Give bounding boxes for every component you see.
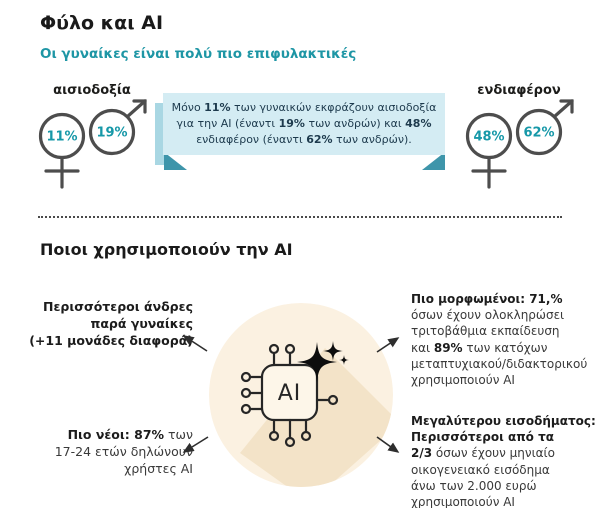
callout-banner: Μόνο 11% των γυναικών εκφράζουν αισιοδοξ… — [155, 93, 445, 173]
optimism-male-value: 19% — [96, 126, 127, 141]
usage-section-title: Ποιοι χρησιμοποιούν την AI — [40, 240, 293, 259]
optimism-gender-symbols: 11% 19% — [38, 99, 147, 189]
optimism-female-value: 11% — [46, 130, 77, 145]
page-title: Φύλο και AI — [40, 12, 164, 34]
stat-block-educated: Πιο μορφωμένοι: 71,% όσων έχουν ολοκληρώσ… — [411, 292, 588, 387]
ai-chip-illustration: AI — [209, 303, 393, 487]
male-symbol-icon — [515, 99, 574, 156]
sparkles-icon — [297, 341, 349, 382]
diagonal-shadow — [240, 348, 393, 487]
callout-text: Μόνο 11% των γυναικών εκφράζουν αισιοδοξ… — [171, 100, 437, 147]
dotted-divider — [38, 216, 562, 218]
page-subtitle: Οι γυναίκες είναι πολύ πιο επιφυλακτικές — [40, 46, 357, 62]
female-symbol-icon — [38, 112, 86, 189]
chip-label: AI — [278, 381, 302, 406]
interest-female-value: 48% — [473, 130, 504, 145]
stat-block-income: Μεγαλύτερου εισοδήματος: Περισσότεροι από… — [411, 414, 596, 508]
interest-label: ενδιαφέρον — [477, 83, 561, 98]
callout-body: Μόνο 11% των γυναικών εκφράζουν αισιοδοξ… — [163, 93, 445, 155]
female-symbol-icon — [465, 112, 513, 189]
callout-ribbon-edge — [155, 103, 164, 165]
interest-male-value: 62% — [523, 126, 554, 141]
chip-icon — [240, 343, 339, 448]
stat-block-younger: Πιο νέοι: 87% των 17-24 ετών δηλώνουν χρήσ… — [54, 427, 193, 476]
optimism-label: αισιοδοξία — [53, 83, 131, 98]
interest-gender-symbols: 48% 62% — [465, 99, 574, 189]
male-symbol-icon — [88, 99, 147, 156]
interest-stat-group: ενδιαφέρον 48% 62% — [455, 83, 583, 196]
stat-block-more-men: Περισσότεροι άνδρες παρά γυναίκες (+11 μον… — [29, 299, 193, 348]
optimism-stat-group: αισιοδοξία 11% 19% — [28, 83, 156, 196]
